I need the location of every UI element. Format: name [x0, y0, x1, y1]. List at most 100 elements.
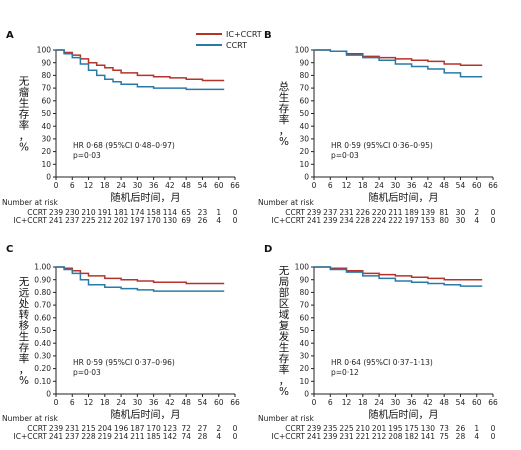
km-curve-ccrt: [56, 49, 225, 91]
p-value: p=0·03: [73, 368, 101, 377]
x-tick-label: 12: [342, 181, 352, 190]
risk-table-header: Number at risk: [258, 414, 315, 423]
risk-row-label: IC+CCRT: [14, 216, 48, 225]
risk-value: 237: [65, 432, 80, 441]
risk-value: 212: [372, 432, 387, 441]
y-tick-label: 80: [299, 71, 309, 80]
risk-value: 239: [49, 424, 64, 433]
y-tick-label: 70: [299, 301, 309, 310]
risk-value: 196: [114, 424, 129, 433]
x-tick-label: 60: [214, 398, 224, 407]
risk-value: 123: [163, 424, 178, 433]
risk-table-header: Number at risk: [2, 198, 59, 207]
panel-c: C 1.00 0.90 0.80 0.70 0.60 0.50 0.40 0.30 0.20 0.1…: [2, 244, 240, 441]
risk-value: 228: [81, 432, 96, 441]
risk-value: 75: [439, 432, 449, 441]
y-tick-label: 30: [299, 352, 309, 361]
risk-value: 0: [491, 424, 496, 433]
risk-value: 189: [404, 208, 419, 217]
y-tick-label: 100: [37, 46, 52, 55]
y-tick-label: 0.50: [34, 326, 51, 335]
y-tick-label: 10: [299, 377, 309, 386]
risk-value: 239: [323, 216, 338, 225]
risk-value: 65: [181, 208, 191, 217]
risk-value: 139: [421, 208, 436, 217]
risk-value: 30: [456, 216, 466, 225]
risk-value: 219: [98, 432, 113, 441]
x-tick-label: 66: [488, 398, 498, 407]
risk-value: 228: [356, 216, 371, 225]
km-curve-icccrt: [314, 49, 483, 66]
x-tick-label: 18: [358, 398, 368, 407]
risk-value: 239: [323, 432, 338, 441]
risk-value: 80: [439, 216, 449, 225]
x-tick-label: 6: [70, 181, 75, 190]
y-tick-label: 0: [304, 390, 309, 399]
y-tick-label: 1.00: [34, 263, 51, 272]
hazard-ratio: HR 0·68 (95%CI 0·48–0·97): [73, 141, 175, 150]
x-tick-label: 18: [358, 181, 368, 190]
y-tick-label: 0.30: [34, 352, 51, 361]
risk-table-header: Number at risk: [258, 198, 315, 207]
risk-value: 0: [233, 208, 238, 217]
risk-value: 237: [323, 208, 338, 217]
x-tick-label: 42: [165, 398, 175, 407]
hazard-ratio: HR 0·64 (95%CI 0·37–1·13): [331, 358, 433, 367]
risk-value: 210: [81, 208, 96, 217]
y-tick-label: 50: [299, 326, 309, 335]
risk-value: 234: [339, 216, 354, 225]
x-tick-label: 12: [342, 398, 352, 407]
x-tick-label: 48: [439, 181, 449, 190]
x-tick-label: 42: [165, 181, 175, 190]
y-tick-label: 60: [299, 313, 309, 322]
risk-value: 4: [474, 432, 479, 441]
x-tick-label: 0: [312, 398, 317, 407]
risk-value: 81: [439, 208, 449, 217]
panel-letter: B: [264, 30, 272, 41]
x-tick-label: 36: [149, 181, 159, 190]
x-tick-label: 30: [133, 181, 143, 190]
risk-value: 241: [307, 216, 322, 225]
y-tick-label: 50: [299, 109, 309, 118]
y-tick-label: 30: [299, 135, 309, 144]
x-tick-label: 12: [84, 398, 94, 407]
x-axis-label: 随机后时间，月: [369, 191, 439, 204]
y-tick-label: 60: [41, 96, 51, 105]
x-tick-label: 66: [488, 181, 498, 190]
y-tick-label: 0.20: [34, 364, 51, 373]
risk-value: 181: [114, 208, 129, 217]
x-axis-label: 随机后时间，月: [369, 408, 439, 421]
y-tick-label: 0: [46, 390, 51, 399]
y-tick-label: 0.90: [34, 275, 51, 284]
risk-value: 237: [65, 216, 80, 225]
y-tick-label: 20: [41, 147, 51, 156]
risk-value: 241: [307, 432, 322, 441]
x-tick-label: 66: [230, 181, 240, 190]
x-tick-label: 54: [456, 181, 466, 190]
risk-value: 142: [163, 432, 178, 441]
panel-letter: A: [6, 30, 14, 41]
risk-value: 239: [307, 424, 322, 433]
risk-value: 130: [421, 424, 436, 433]
y-tick-label: 50: [41, 109, 51, 118]
risk-value: 130: [163, 216, 178, 225]
x-tick-label: 54: [198, 181, 208, 190]
risk-value: 153: [421, 216, 436, 225]
x-tick-label: 18: [100, 398, 110, 407]
x-tick-label: 48: [181, 181, 191, 190]
risk-value: 0: [491, 216, 496, 225]
risk-row-label: CCRT: [27, 424, 47, 433]
y-tick-label: 100: [295, 46, 310, 55]
risk-value: 114: [163, 208, 178, 217]
y-tick-label: 80: [299, 288, 309, 297]
risk-value: 69: [181, 216, 191, 225]
risk-value: 241: [49, 216, 64, 225]
y-tick-label: 20: [299, 147, 309, 156]
x-tick-label: 36: [149, 398, 159, 407]
hazard-ratio: HR 0·59 (95%CI 0·36–0·95): [331, 141, 433, 150]
x-tick-label: 60: [214, 181, 224, 190]
risk-value: 141: [421, 432, 436, 441]
